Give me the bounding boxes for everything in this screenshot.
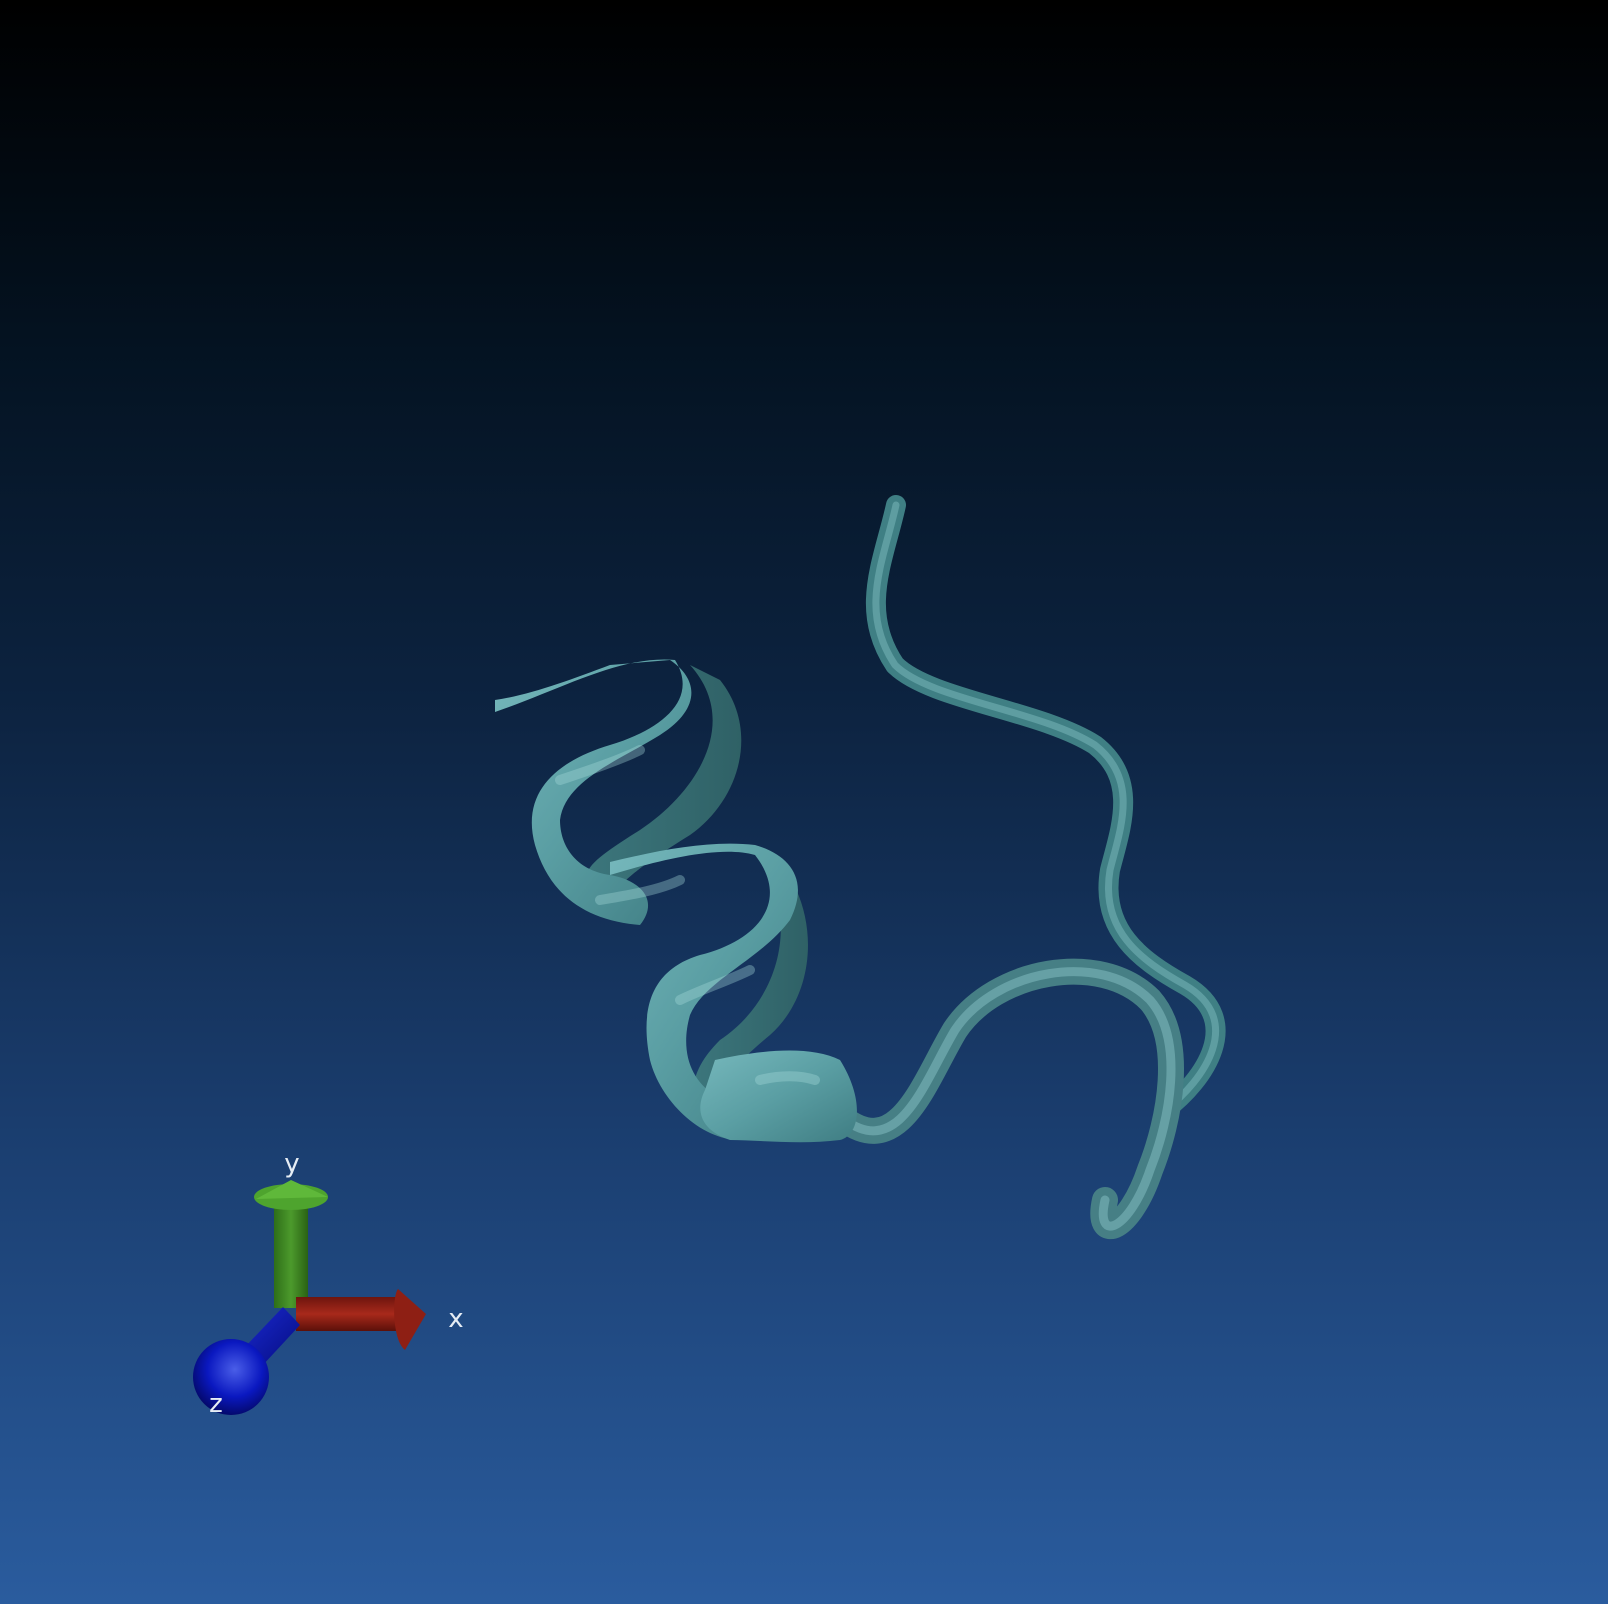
y-axis-arrowtip	[256, 1180, 328, 1199]
x-axis-shaft	[296, 1297, 406, 1331]
coil-segment-highlight	[872, 501, 1220, 1114]
y-axis-shaft	[274, 1200, 308, 1308]
protein-molecule[interactable]	[495, 495, 1226, 1239]
helix-back-turn-2	[693, 860, 808, 1110]
helix-back-turn-1	[587, 665, 742, 900]
x-axis-arrowhead	[394, 1289, 426, 1350]
x-axis-label: x	[448, 1304, 463, 1334]
helix-front-turn-1	[495, 659, 692, 925]
y-axis-label: y	[284, 1149, 299, 1179]
helix-front-turn-2	[610, 843, 798, 1140]
z-axis-label: z	[209, 1389, 223, 1419]
orientation-axes: y x z	[193, 1149, 464, 1419]
helix-front-turn-3	[700, 1050, 857, 1143]
coil-segment-front-highlight	[840, 967, 1176, 1231]
coil-segment-front	[832, 958, 1184, 1239]
z-axis-ball	[193, 1339, 269, 1415]
helix-sheen	[555, 745, 820, 1085]
